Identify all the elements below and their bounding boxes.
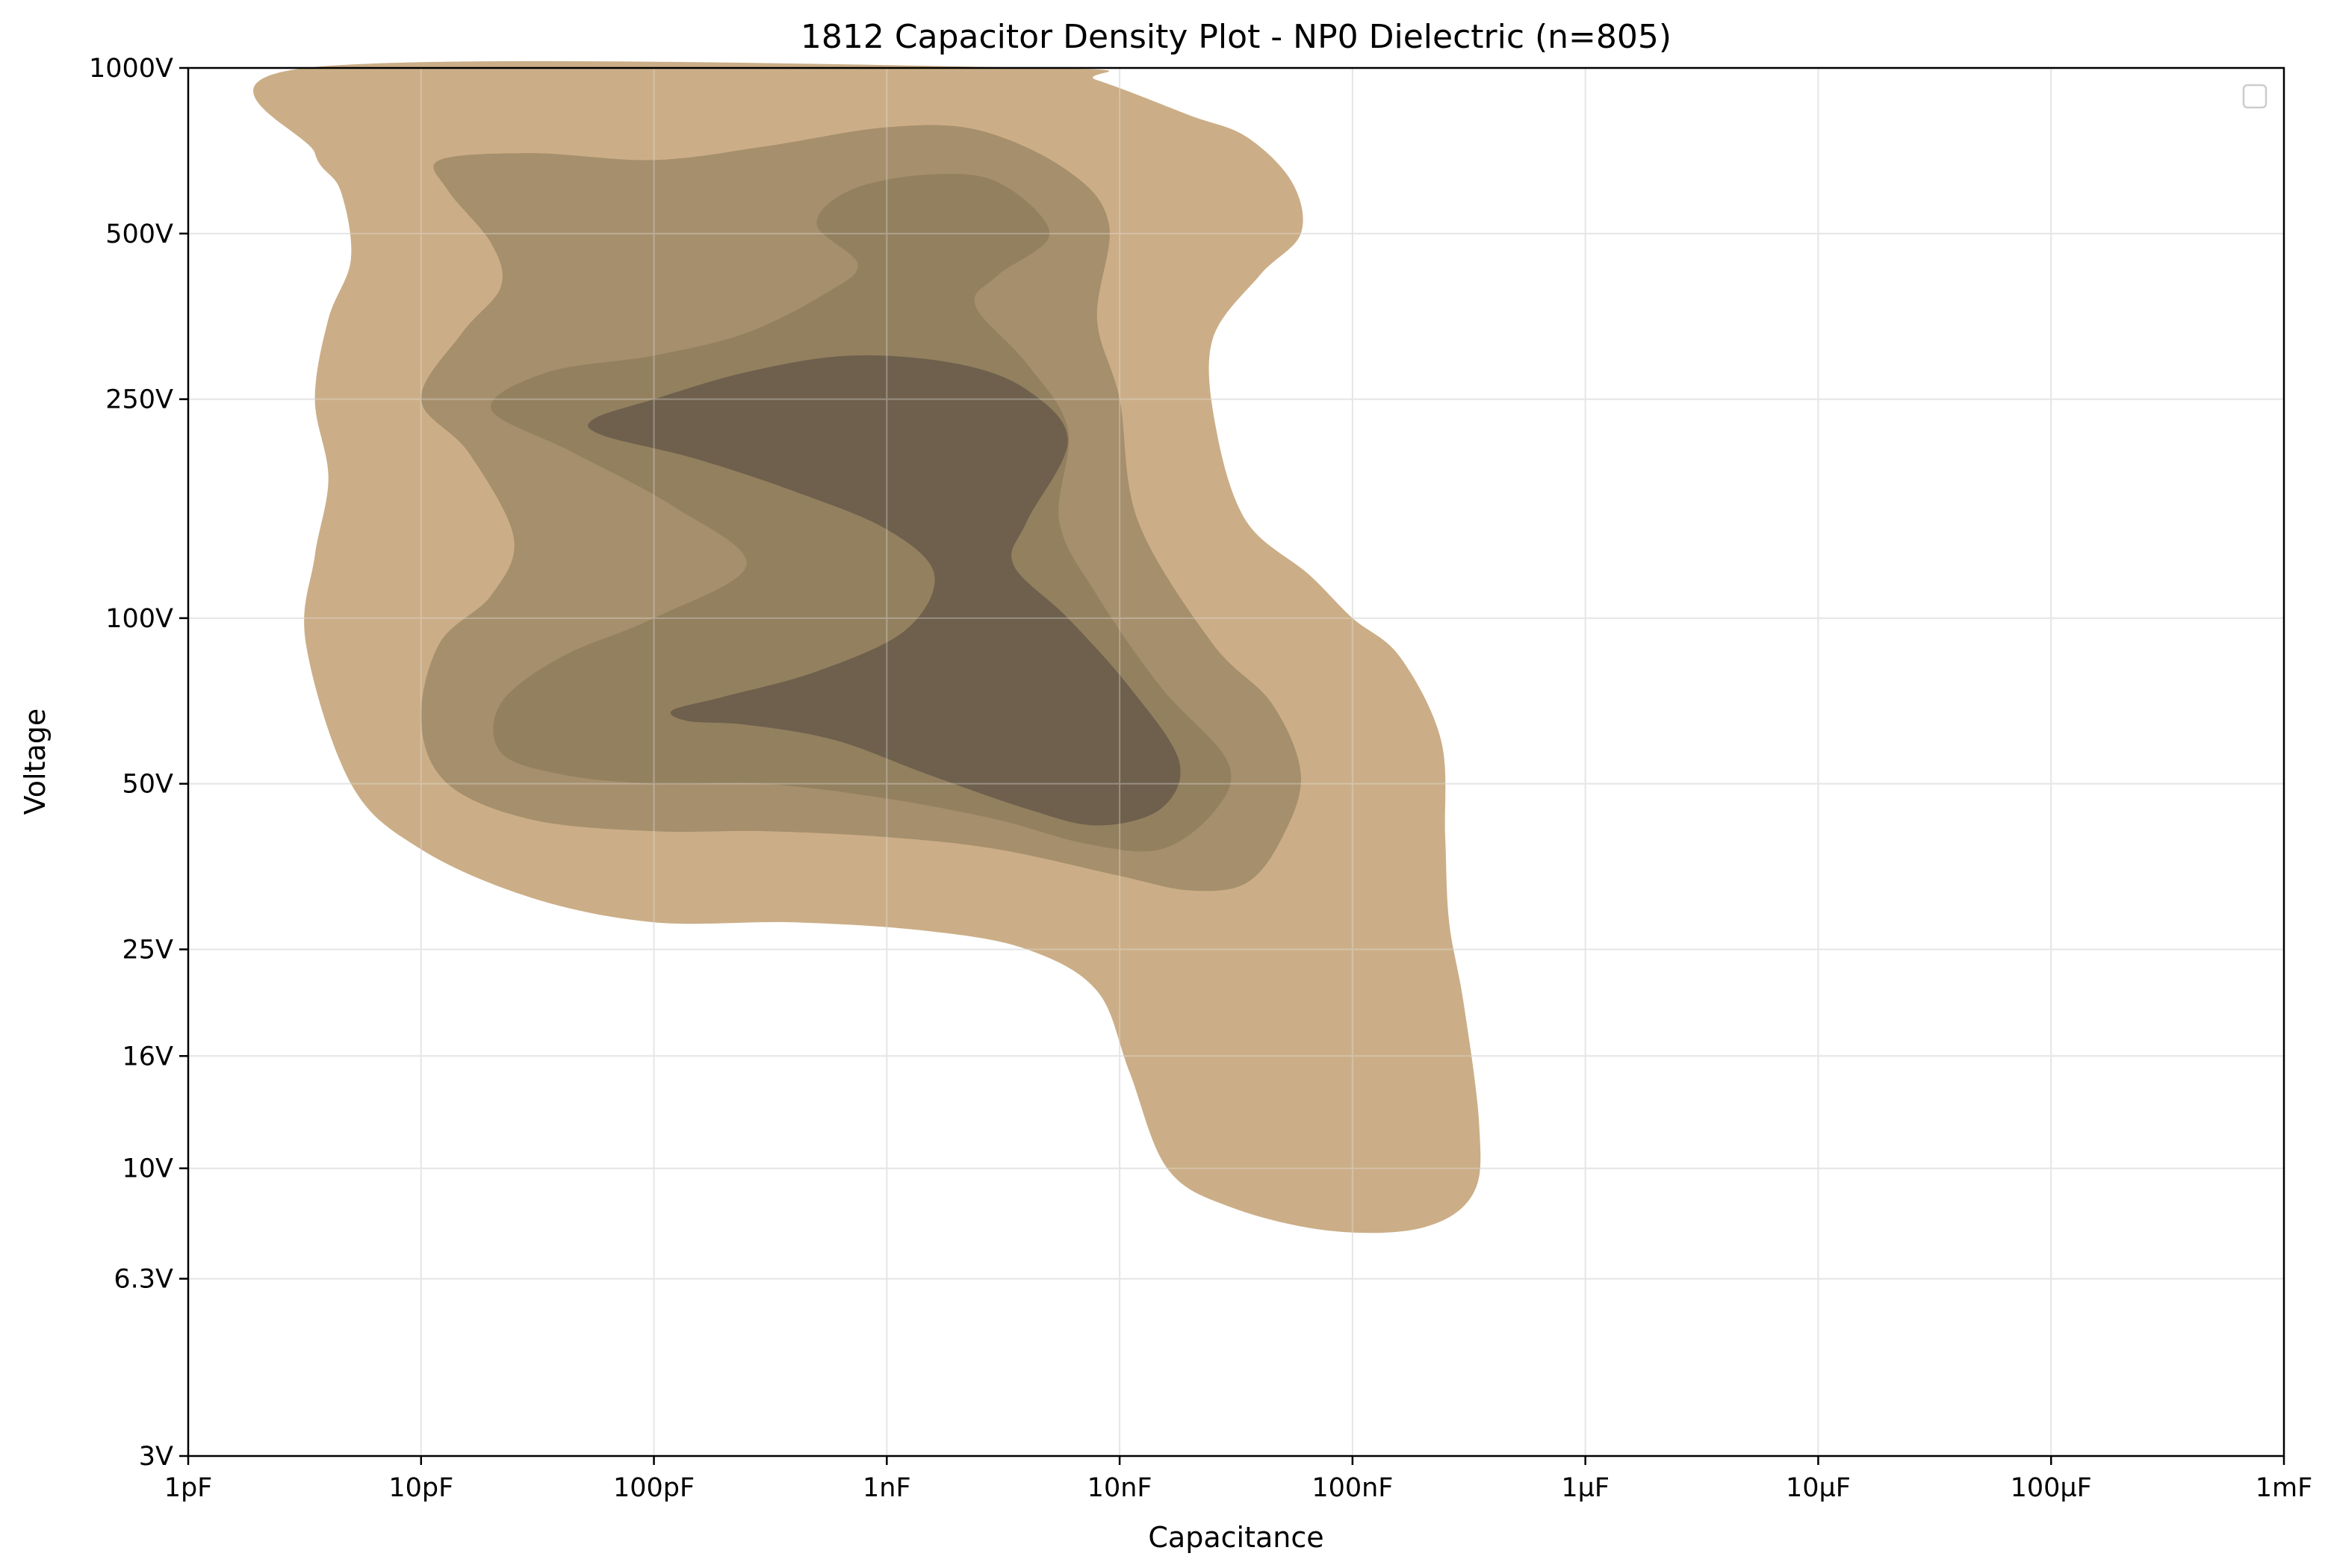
density-contours bbox=[188, 60, 2284, 1456]
y-tick-label: 500V bbox=[105, 220, 173, 249]
y-tick-label: 25V bbox=[122, 935, 174, 965]
x-tick-label: 10pF bbox=[388, 1473, 453, 1503]
y-tick-label: 6.3V bbox=[114, 1265, 173, 1295]
x-tick-label: 10nF bbox=[1087, 1473, 1152, 1503]
x-tick-label: 100pF bbox=[613, 1473, 695, 1503]
y-axis-ticks: 3V 6.3V 10V 16V 25V 50V 100V 250V 500V 1000V bbox=[89, 54, 188, 1472]
x-tick-label: 100nF bbox=[1312, 1473, 1393, 1503]
x-tick-label: 1mF bbox=[2256, 1473, 2313, 1503]
x-axis-label: Capacitance bbox=[1148, 1521, 1323, 1554]
x-tick-label: 1nF bbox=[863, 1473, 911, 1503]
y-tick-label: 16V bbox=[122, 1042, 174, 1071]
plot-area bbox=[187, 60, 2285, 1457]
y-tick-label: 50V bbox=[122, 770, 174, 800]
y-tick-label: 250V bbox=[105, 385, 173, 415]
grid-overlay bbox=[188, 68, 2284, 1456]
y-tick-label: 1000V bbox=[89, 54, 173, 84]
x-tick-label: 10µF bbox=[1786, 1473, 1851, 1503]
chart-title: 1812 Capacitor Density Plot - NP0 Dielec… bbox=[801, 18, 1671, 56]
x-axis-ticks: 1pF 10pF 100pF 1nF 10nF 100nF 1µF 10µF 100µF 1mF bbox=[164, 1456, 2313, 1503]
plot-frame bbox=[187, 66, 2285, 1457]
y-tick-label: 100V bbox=[105, 604, 173, 634]
x-tick-label: 1µF bbox=[1561, 1473, 1610, 1503]
y-tick-label: 3V bbox=[139, 1442, 173, 1472]
x-tick-label: 1pF bbox=[164, 1473, 213, 1503]
density-level-4 bbox=[588, 355, 1181, 826]
legend-box bbox=[2242, 84, 2268, 109]
x-tick-label: 100µF bbox=[2011, 1473, 2092, 1503]
y-axis-label: Voltage bbox=[19, 709, 52, 815]
y-tick-label: 10V bbox=[122, 1154, 174, 1184]
